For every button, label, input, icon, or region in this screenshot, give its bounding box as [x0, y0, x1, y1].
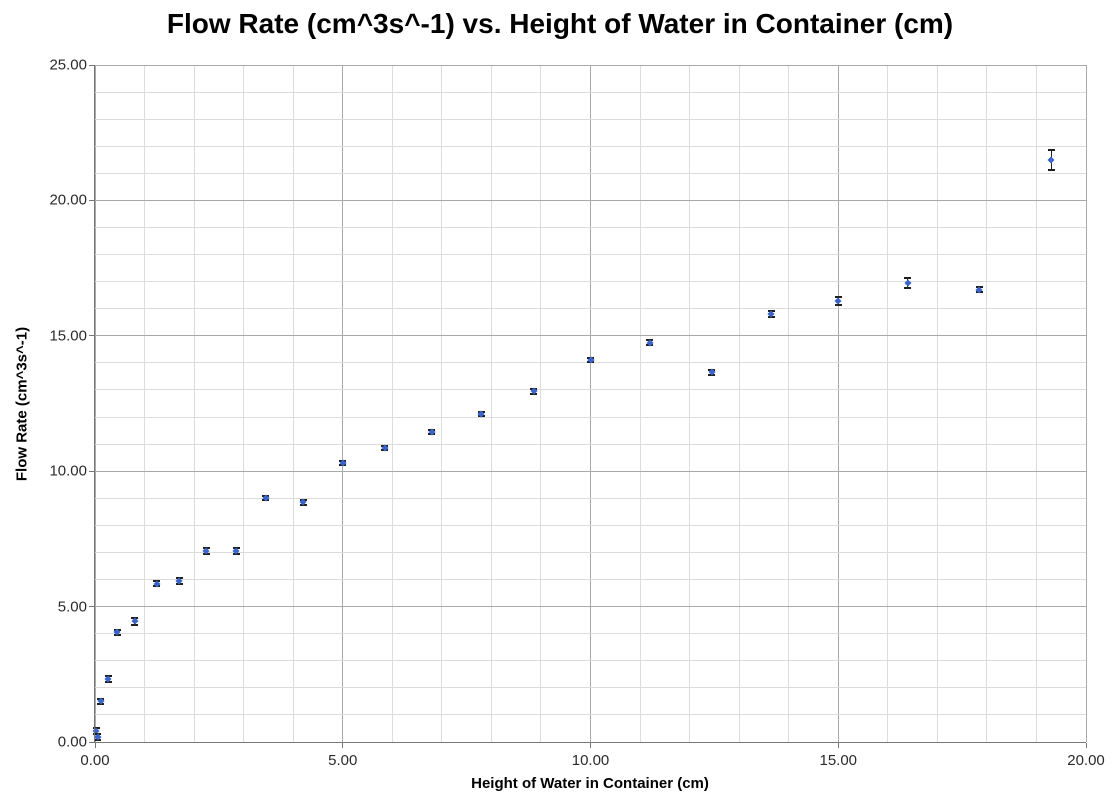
- gridline-y-major: [95, 606, 1086, 608]
- gridline-y-minor: [95, 551, 1086, 553]
- error-bar-cap-bottom: [904, 286, 912, 289]
- y-tick-label: 5.00: [57, 598, 87, 616]
- gridline-y-minor: [95, 145, 1086, 147]
- gridline-x-minor: [391, 65, 393, 742]
- x-tick-label: 15.00: [819, 752, 858, 769]
- gridline-x-minor: [887, 65, 889, 742]
- gridline-y-minor: [95, 254, 1086, 256]
- x-axis-title: Height of Water in Container (cm): [471, 775, 709, 792]
- gridline-x-minor: [292, 65, 294, 742]
- x-axis-tick: [590, 743, 591, 748]
- gridline-y-minor: [95, 226, 1086, 228]
- x-axis-line: [94, 742, 1086, 743]
- gridline-x-minor: [1035, 65, 1037, 742]
- gridline-y-minor: [95, 416, 1086, 418]
- x-axis-tick: [1085, 743, 1087, 748]
- y-tick-label: 20.00: [49, 191, 87, 209]
- x-tick-label: 0.00: [80, 752, 110, 769]
- gridline-x-minor: [243, 65, 245, 742]
- x-axis-tick: [342, 743, 344, 748]
- gridline-x-major: [1085, 65, 1087, 742]
- data-point: [1047, 156, 1055, 164]
- y-tick-label: 0.00: [57, 733, 87, 751]
- error-bar-cap-bottom: [834, 303, 842, 306]
- gridline-x-minor: [540, 65, 542, 742]
- gridline-x-minor: [193, 65, 195, 742]
- x-tick-label: 20.00: [1067, 752, 1105, 769]
- gridline-y-minor: [95, 497, 1086, 499]
- chart-title: Flow Rate (cm^3s^-1) vs. Height of Water…: [166, 8, 954, 39]
- gridline-y-minor: [95, 172, 1086, 174]
- x-tick-label: 10.00: [571, 752, 610, 769]
- y-axis-tick: [89, 64, 94, 66]
- gridline-y-minor: [95, 714, 1086, 716]
- y-axis-title: Flow Rate (cm^3s^-1): [13, 326, 31, 482]
- gridline-y-minor: [95, 579, 1086, 581]
- error-bar-cap-top: [904, 277, 912, 280]
- gridline-y-minor: [95, 308, 1086, 310]
- plot-area: [92, 64, 1087, 743]
- y-axis-tick: [89, 741, 94, 743]
- gridline-x-major: [590, 65, 591, 742]
- y-axis-tick: [89, 335, 94, 337]
- gridline-x-minor: [144, 65, 146, 742]
- gridline-x-minor: [986, 65, 988, 742]
- gridline-x-major: [837, 65, 839, 742]
- error-bar-cap-top: [1047, 148, 1055, 151]
- y-axis-line: [94, 65, 95, 743]
- gridline-x-minor: [738, 65, 740, 742]
- y-tick-label: 10.00: [49, 462, 87, 480]
- gridline-x-minor: [788, 65, 790, 742]
- gridline-y-minor: [95, 524, 1086, 526]
- gridline-x-minor: [639, 65, 641, 742]
- y-axis-tick: [89, 606, 94, 608]
- x-tick-label: 5.00: [328, 752, 358, 769]
- gridline-x-minor: [936, 65, 938, 742]
- gridline-y-major: [95, 64, 1086, 66]
- gridline-y-minor: [95, 633, 1086, 635]
- gridline-y-minor: [95, 389, 1086, 391]
- gridline-y-minor: [95, 118, 1086, 120]
- error-bar-cap-top: [834, 295, 842, 298]
- gridline-x-minor: [689, 65, 691, 742]
- x-axis-tick: [94, 743, 96, 748]
- y-axis-tick: [89, 199, 94, 201]
- y-axis-tick: [89, 470, 94, 472]
- gridline-y-minor: [95, 660, 1086, 662]
- gridline-x-minor: [490, 65, 492, 742]
- gridline-y-minor: [95, 443, 1086, 445]
- gridline-x-major: [342, 65, 344, 742]
- x-axis-tick: [837, 743, 839, 748]
- y-tick-label: 25.00: [49, 56, 87, 74]
- gridline-y-major: [95, 470, 1086, 472]
- gridline-y-major: [95, 199, 1086, 201]
- gridline-y-minor: [95, 281, 1086, 283]
- gridline-y-minor: [95, 91, 1086, 93]
- gridline-y-major: [95, 335, 1086, 337]
- gridline-y-minor: [95, 687, 1086, 689]
- gridline-x-minor: [441, 65, 443, 742]
- gridline-x-major: [94, 65, 96, 742]
- y-tick-label: 15.00: [49, 327, 87, 345]
- error-bar-cap-bottom: [1047, 168, 1055, 171]
